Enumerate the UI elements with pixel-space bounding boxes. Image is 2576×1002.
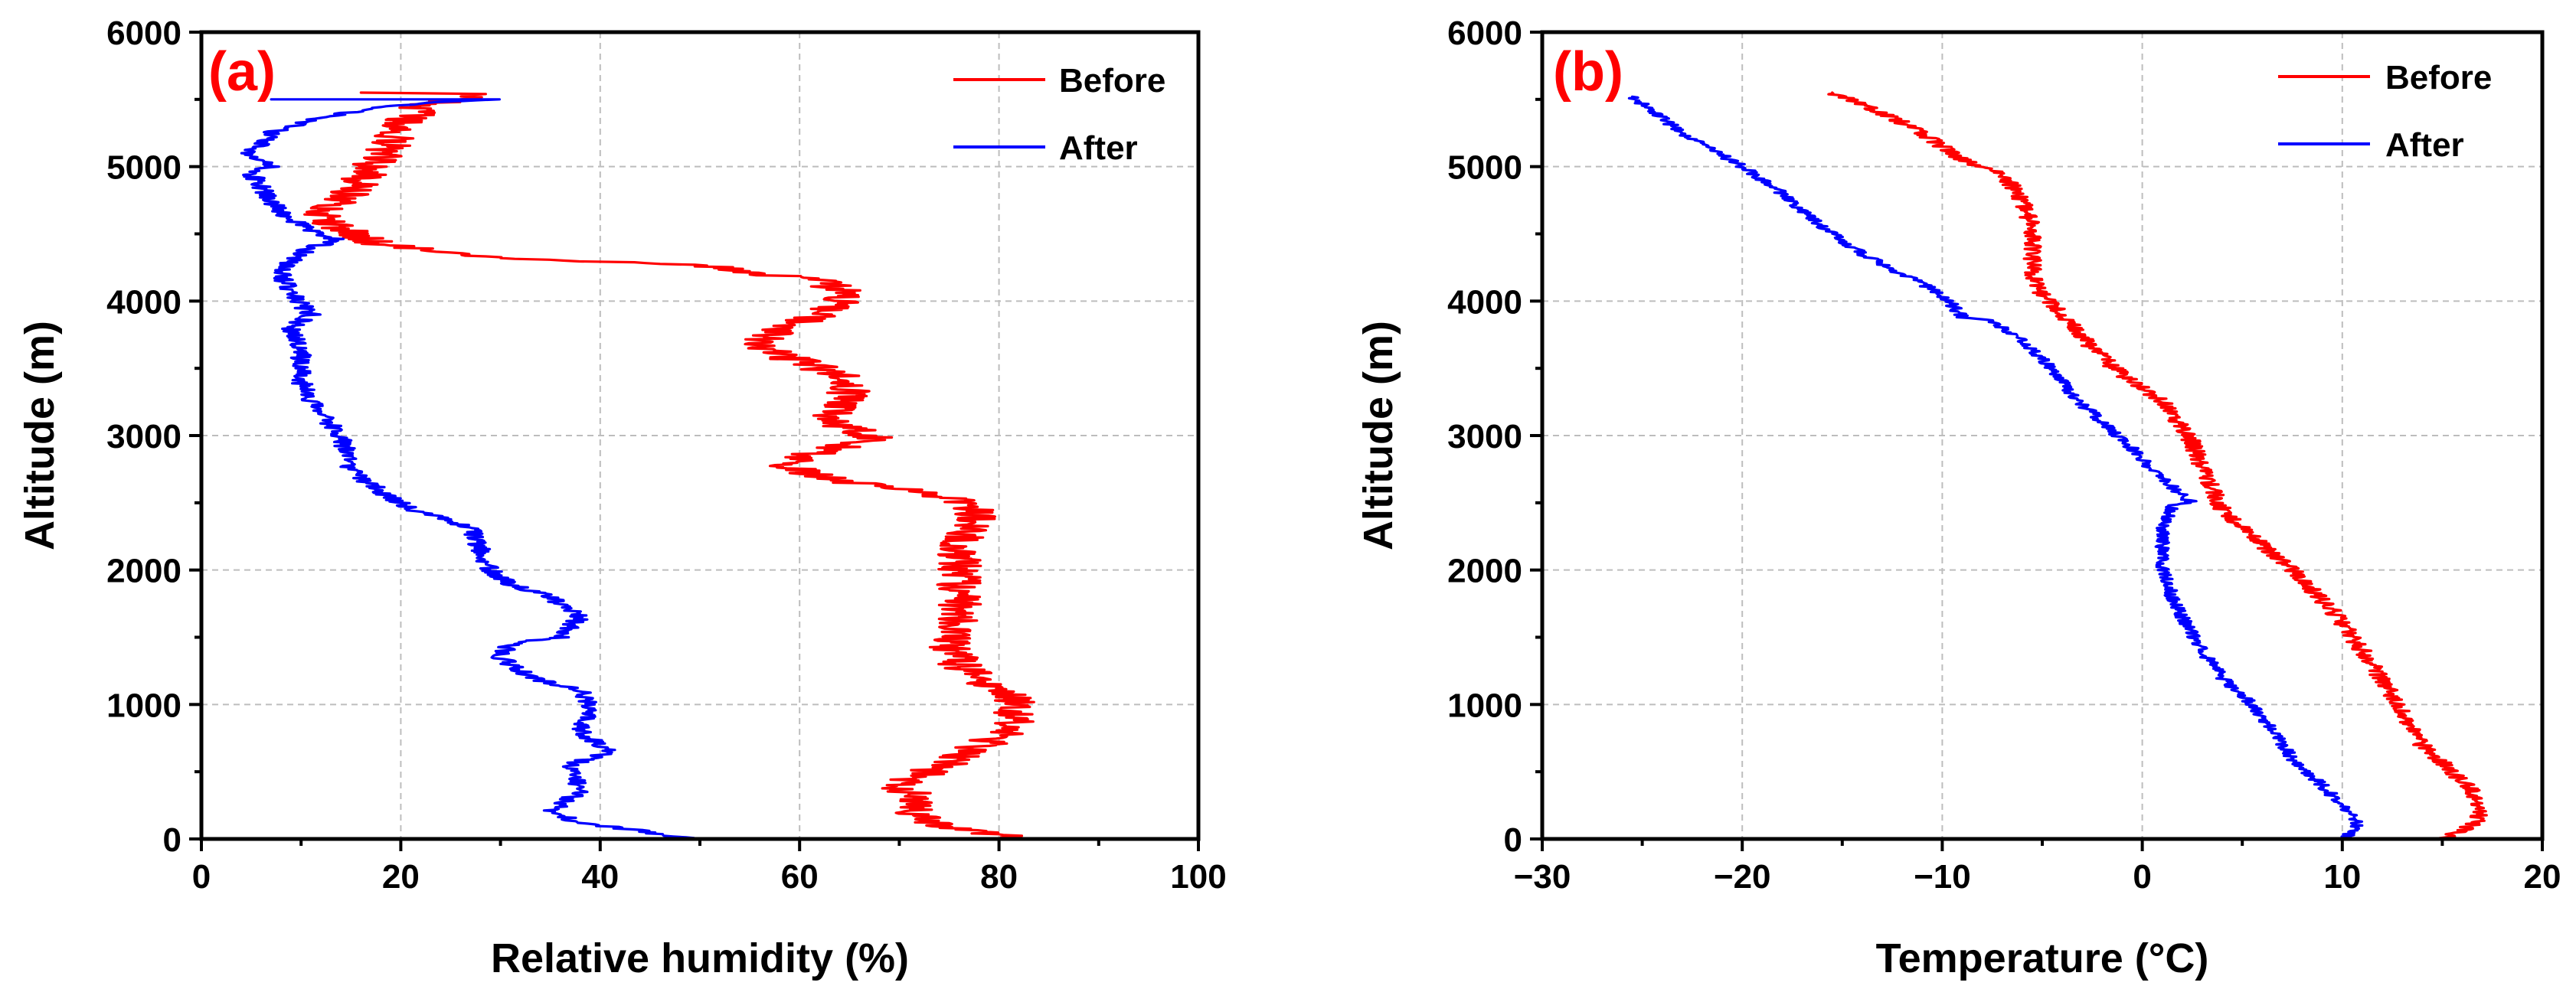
y-tick-label: 5000: [106, 149, 181, 187]
y-tick-label: 6000: [106, 15, 181, 52]
series-line-before: [303, 91, 1035, 840]
panel-b-legend-before-label: Before: [2385, 59, 2492, 96]
panel-a-grid: [201, 32, 1198, 839]
panel-a-series: [240, 91, 1035, 840]
y-tick-label: 2000: [1447, 553, 1522, 590]
x-tick-label: 20: [382, 858, 420, 896]
y-tick-label: 3000: [106, 418, 181, 455]
panel-b-y-axis-title: Altitude (m): [1355, 321, 1401, 550]
y-tick-label: 2000: [106, 553, 181, 590]
panel-b-label: (b): [1553, 41, 1623, 103]
x-tick-label: 80: [980, 858, 1018, 896]
panel-a-y-tick-labels: 0 1000 2000 3000 4000 5000 6000: [106, 15, 181, 859]
x-tick-label: 100: [1170, 858, 1226, 896]
x-tick-label: −30: [1514, 858, 1571, 896]
y-tick-label: 3000: [1447, 418, 1522, 455]
panel-b-legend: Before After: [2278, 59, 2492, 164]
y-tick-label: 1000: [106, 687, 181, 724]
x-tick-label: −20: [1714, 858, 1771, 896]
panel-b-series: [1627, 91, 2488, 840]
x-tick-label: 0: [192, 858, 211, 896]
y-tick-label: 6000: [1447, 15, 1522, 52]
panel-b-chart: −30 −20 −10 0 10 20 0 1000 2000 3000 4000 5000 6000…: [1355, 15, 2561, 981]
x-tick-label: −10: [1914, 858, 1971, 896]
panel-a-x-axis-title: Relative humidity (%): [491, 935, 909, 981]
panel-a-legend-after-label: After: [1059, 129, 1138, 167]
y-tick-label: 0: [163, 821, 181, 859]
panel-a-y-axis-title: Altitude (m): [17, 321, 63, 550]
y-tick-label: 4000: [106, 283, 181, 321]
y-tick-label: 5000: [1447, 149, 1522, 187]
panel-b-ticks: [1530, 31, 2544, 851]
panel-b-y-tick-labels: 0 1000 2000 3000 4000 5000 6000: [1447, 15, 1522, 859]
panel-a-ticks: [189, 31, 1200, 851]
series-line-after: [240, 98, 696, 840]
x-tick-label: 0: [2133, 858, 2151, 896]
x-tick-label: 40: [581, 858, 619, 896]
panel-a-legend: Before After: [953, 62, 1165, 167]
x-tick-label: 10: [2323, 858, 2361, 896]
series-line-after: [1627, 95, 2364, 840]
series-line-before: [1827, 91, 2488, 840]
panel-b-x-axis-title: Temperature (°C): [1876, 935, 2209, 981]
panel-a-label: (a): [208, 41, 276, 103]
y-tick-label: 1000: [1447, 687, 1522, 724]
panel-a-x-tick-labels: 0 20 40 60 80 100: [192, 858, 1227, 896]
x-tick-label: 60: [781, 858, 819, 896]
x-tick-label: 20: [2524, 858, 2561, 896]
panel-b-legend-after-label: After: [2385, 126, 2464, 164]
panel-b-x-tick-labels: −30 −20 −10 0 10 20: [1514, 858, 2561, 896]
panel-a-chart: 0 20 40 60 80 100 0 1000 2000 3000 4000 5000 6000 (…: [17, 15, 1227, 981]
panel-a-legend-before-label: Before: [1059, 62, 1165, 100]
y-tick-label: 0: [1504, 821, 1522, 859]
y-tick-label: 4000: [1447, 283, 1522, 321]
